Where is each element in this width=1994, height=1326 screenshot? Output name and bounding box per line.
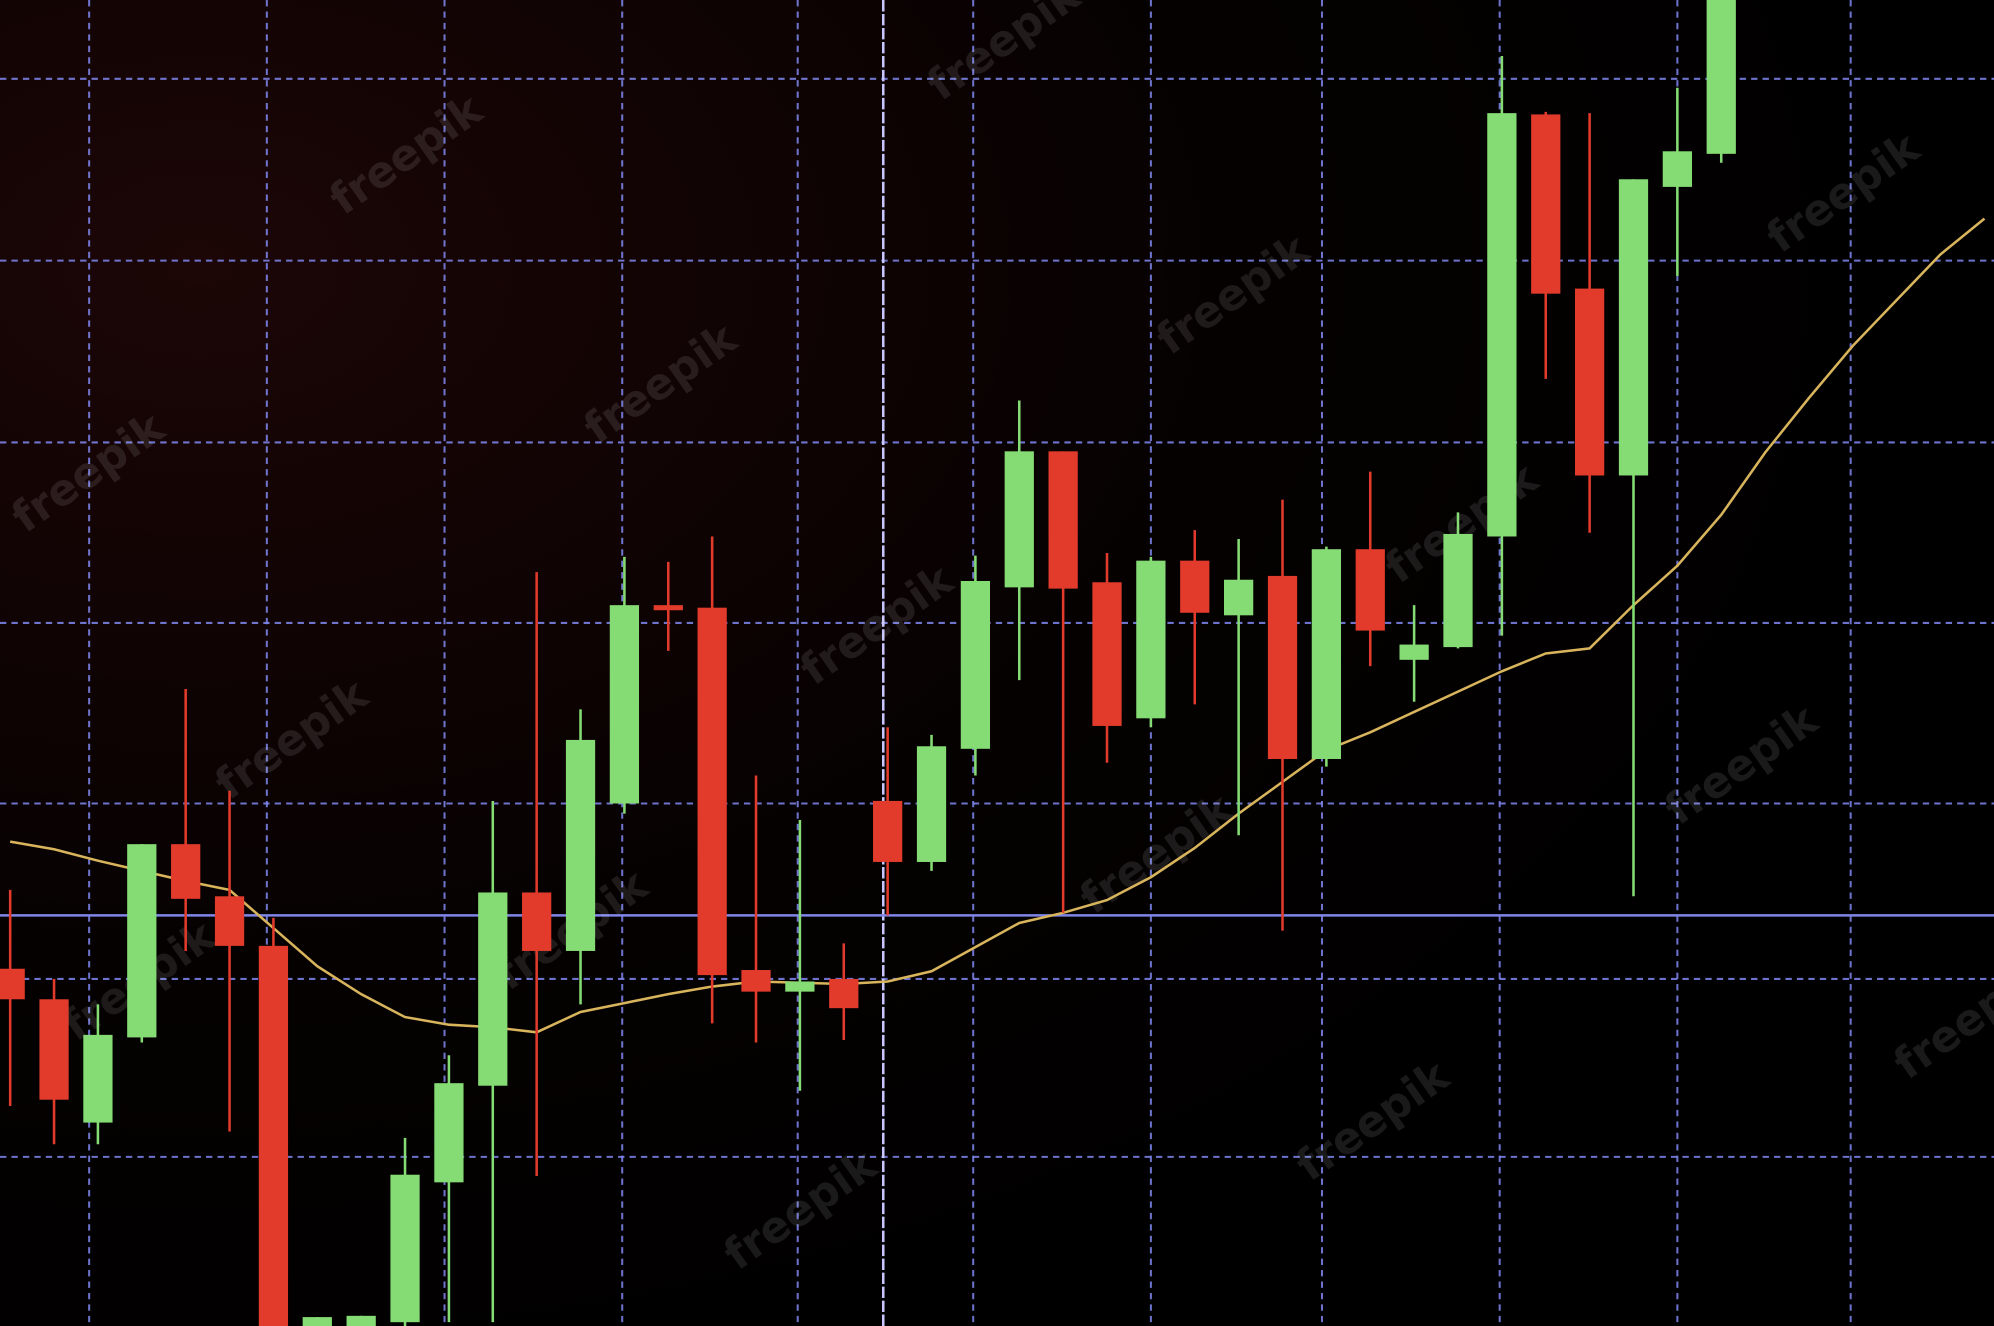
moving-average-line — [9, 217, 1986, 1034]
candle-body — [39, 999, 69, 1100]
candle-body — [960, 580, 991, 749]
candle-body — [1662, 151, 1692, 187]
candle-body — [741, 970, 771, 992]
candle-body — [522, 892, 552, 951]
candle-body — [1443, 533, 1473, 648]
candle-body — [258, 945, 289, 1326]
candle-body — [609, 605, 640, 804]
candle-body — [1618, 179, 1649, 476]
candle-body — [785, 981, 815, 992]
candle-body — [916, 746, 947, 862]
candle-body — [873, 800, 903, 862]
candle-body — [1267, 575, 1298, 759]
candle-body — [214, 896, 245, 946]
candle-body — [1004, 451, 1034, 588]
candle-body — [302, 1317, 332, 1326]
candle-body — [1531, 114, 1561, 294]
candle-body — [1706, 0, 1736, 154]
candle-body — [83, 1034, 113, 1123]
candle-body — [1048, 451, 1078, 589]
candle-body — [171, 844, 201, 899]
candle-body — [0, 968, 25, 1000]
candle-body — [346, 1315, 376, 1326]
candle-body — [1092, 582, 1122, 726]
candle-body — [1487, 113, 1517, 537]
candle-body — [127, 844, 157, 1038]
candle-body — [478, 892, 508, 1086]
candle-body — [1574, 288, 1605, 476]
candle-body — [1399, 644, 1429, 660]
candle-body — [697, 607, 727, 976]
candle-body — [1224, 579, 1254, 616]
candle-body — [829, 978, 859, 1009]
candle-body — [390, 1174, 420, 1323]
candle-body — [1355, 549, 1385, 631]
candle-body — [1311, 549, 1342, 759]
candle-body — [1180, 560, 1210, 613]
candle-body — [653, 605, 683, 611]
candle-body — [1136, 560, 1166, 719]
candle-body — [434, 1083, 464, 1183]
candle-body — [565, 739, 596, 951]
